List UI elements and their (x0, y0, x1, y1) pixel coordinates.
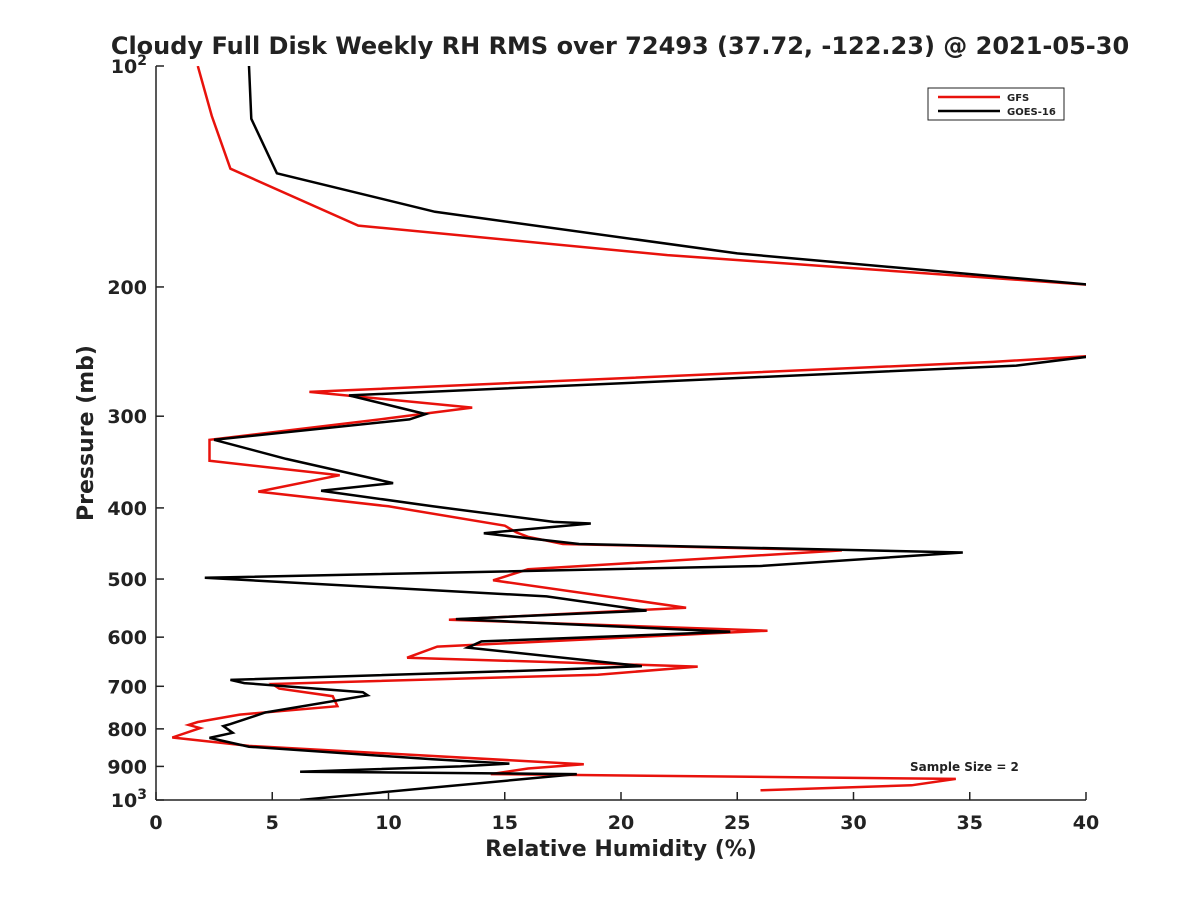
x-tick-label: 0 (149, 812, 162, 834)
x-tick-label: 30 (840, 812, 866, 834)
x-tick-label: 20 (608, 812, 634, 834)
legend: GFS GOES-16 (927, 87, 1065, 121)
series-line-goes16 (204, 66, 1086, 800)
chart-title: Cloudy Full Disk Weekly RH RMS over 7249… (111, 32, 1129, 60)
y-tick-label: 102 (111, 53, 147, 78)
x-tick-label: 40 (1073, 812, 1099, 834)
x-ticks: 0 5 10 15 20 25 30 35 40 (149, 792, 1099, 834)
sample-size-annotation: Sample Size = 2 (910, 760, 1019, 774)
x-tick-label: 5 (266, 812, 279, 834)
series-layer (171, 66, 1086, 800)
y-tick-label: 103 (111, 787, 147, 812)
legend-label-gfs: GFS (1007, 93, 1029, 104)
y-tick-label: 800 (107, 719, 147, 741)
legend-label-goes16: GOES-16 (1007, 107, 1056, 118)
y-tick-label: 900 (107, 756, 147, 778)
y-ticks: 102 200 300 400 500 600 700 800 900 103 (107, 53, 164, 812)
legend-box (927, 87, 1065, 121)
y-axis-label: Pressure (mb) (74, 345, 99, 521)
x-tick-label: 10 (375, 812, 401, 834)
x-tick-label: 25 (724, 812, 750, 834)
y-tick-label: 300 (107, 406, 147, 428)
y-tick-label: 600 (107, 627, 147, 649)
y-tick-label: 700 (107, 676, 147, 698)
x-tick-label: 35 (957, 812, 983, 834)
x-tick-label: 15 (492, 812, 518, 834)
y-tick-label: 400 (107, 498, 147, 520)
y-tick-label: 500 (107, 569, 147, 591)
x-axis-label: Relative Humidity (%) (485, 837, 757, 862)
y-tick-label: 200 (107, 277, 147, 299)
series-line-gfs (171, 66, 1086, 792)
